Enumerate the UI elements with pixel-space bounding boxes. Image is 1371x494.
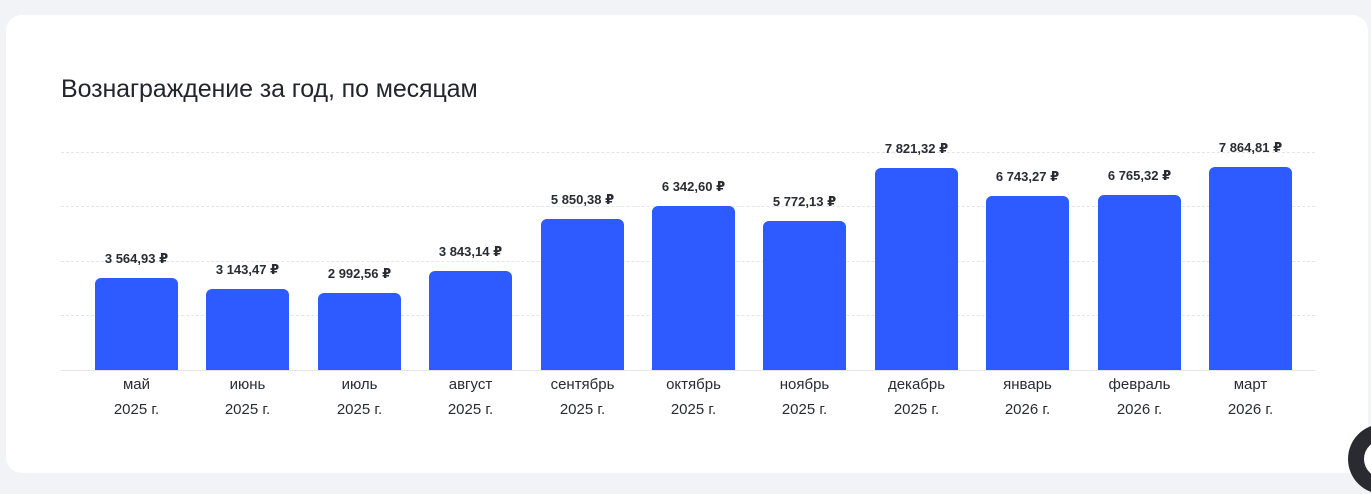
month-label: май: [122, 376, 151, 393]
bar[interactable]: [763, 221, 846, 370]
month-label: ноябрь: [779, 376, 830, 393]
year-label: 2025 г.: [336, 401, 383, 418]
bar-value-label: 5 850,38 ₽: [550, 192, 615, 207]
chart-title: Вознаграждение за год, по месяцам: [61, 75, 478, 103]
x-axis-label: июль 2025 г.: [305, 372, 415, 422]
x-axis-label: октябрь 2025 г.: [639, 372, 749, 422]
bar-value-label: 3 564,93 ₽: [104, 251, 169, 266]
bar-chart: 3 564,93 ₽ май 2025 г. 3 143,47 ₽ июнь 2025 г…: [61, 135, 1315, 435]
year-label: 2025 г.: [447, 401, 494, 418]
year-label: 2026 г.: [1116, 401, 1163, 418]
month-label: октябрь: [666, 376, 721, 393]
year-label: 2025 г.: [224, 401, 271, 418]
bar[interactable]: [986, 196, 1069, 370]
chat-widget-button[interactable]: [1348, 424, 1371, 494]
month-label: февраль: [1108, 376, 1171, 393]
bar[interactable]: [1098, 195, 1181, 370]
x-axis-label: ноябрь 2025 г.: [750, 372, 860, 422]
year-label: 2025 г.: [893, 401, 940, 418]
x-axis-label: июнь 2025 г.: [193, 372, 303, 422]
year-label: 2025 г.: [559, 401, 606, 418]
rewards-card: Вознаграждение за год, по месяцам 3 564,…: [6, 15, 1368, 473]
bar-value-label: 3 843,14 ₽: [438, 244, 503, 259]
month-label: июль: [341, 376, 378, 393]
year-label: 2026 г.: [1227, 401, 1274, 418]
bar[interactable]: [875, 168, 958, 370]
bar[interactable]: [95, 278, 178, 370]
bar-value-label: 2 992,56 ₽: [327, 266, 392, 281]
bar-value-label: 6 342,60 ₽: [661, 179, 726, 194]
month-label: август: [448, 376, 493, 393]
x-axis-label: декабрь 2025 г.: [862, 372, 972, 422]
month-label: сентябрь: [550, 376, 615, 393]
x-axis-label: сентябрь 2025 г.: [528, 372, 638, 422]
bar[interactable]: [652, 206, 735, 370]
bar[interactable]: [1209, 167, 1292, 370]
year-label: 2025 г.: [670, 401, 717, 418]
year-label: 2026 г.: [1004, 401, 1051, 418]
month-label: июнь: [229, 376, 266, 393]
x-axis-label: март 2026 г.: [1196, 372, 1306, 422]
x-axis-baseline: [61, 370, 1315, 371]
bar-value-label: 6 765,32 ₽: [1107, 168, 1172, 183]
month-label: январь: [1003, 376, 1052, 393]
x-axis-label: май 2025 г.: [82, 372, 192, 422]
gridline: [61, 152, 1315, 153]
bar[interactable]: [318, 293, 401, 370]
year-label: 2025 г.: [113, 401, 160, 418]
bar[interactable]: [206, 289, 289, 370]
bar-value-label: 6 743,27 ₽: [995, 169, 1060, 184]
month-label: декабрь: [887, 376, 946, 393]
x-axis-label: январь 2026 г.: [973, 372, 1083, 422]
year-label: 2025 г.: [781, 401, 828, 418]
bar-value-label: 5 772,13 ₽: [772, 194, 837, 209]
bar[interactable]: [429, 271, 512, 370]
x-axis-label: февраль 2026 г.: [1085, 372, 1195, 422]
bar[interactable]: [541, 219, 624, 370]
bar-value-label: 3 143,47 ₽: [215, 262, 280, 277]
bar-value-label: 7 864,81 ₽: [1218, 140, 1283, 155]
x-axis-label: август 2025 г.: [416, 372, 526, 422]
bar-value-label: 7 821,32 ₽: [884, 141, 949, 156]
month-label: март: [1233, 376, 1268, 393]
